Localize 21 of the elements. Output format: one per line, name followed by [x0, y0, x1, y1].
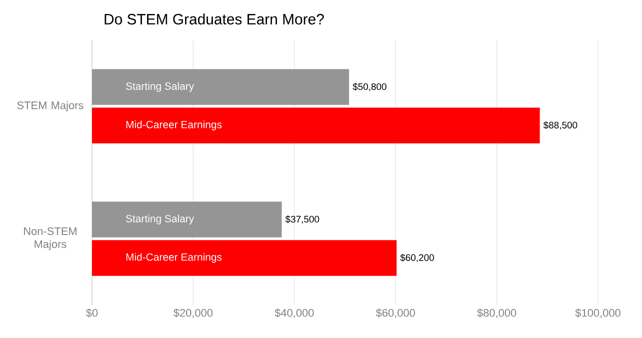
bar	[92, 108, 540, 144]
x-tick-label: $80,000	[477, 308, 516, 318]
y-tick-label: STEM Majors	[17, 101, 84, 112]
bar	[92, 202, 282, 238]
x-tick-label: $0	[86, 308, 98, 318]
data-label: $88,500	[543, 121, 578, 130]
text: Starting Salary	[126, 214, 194, 224]
x-tick-label: $100,000	[575, 308, 620, 318]
x-tick-label: $40,000	[274, 308, 314, 318]
text: Mid-Career Earnings	[126, 253, 222, 263]
bar	[92, 240, 397, 276]
bar	[92, 69, 350, 105]
series-label: Mid-Career Earnings	[126, 120, 222, 130]
data-label: $50,800	[352, 82, 386, 92]
x-tick-label: $60,000	[376, 308, 415, 318]
x-tick-label: $20,000	[174, 308, 213, 318]
series-label: Starting Salary	[126, 82, 194, 92]
data-label: $37,500	[285, 215, 320, 224]
data-label: $60,200	[400, 254, 434, 262]
chart-title: Do STEM Graduates Earn More?	[104, 14, 324, 24]
y-tick-label: Non-STEM Majors	[24, 227, 76, 250]
